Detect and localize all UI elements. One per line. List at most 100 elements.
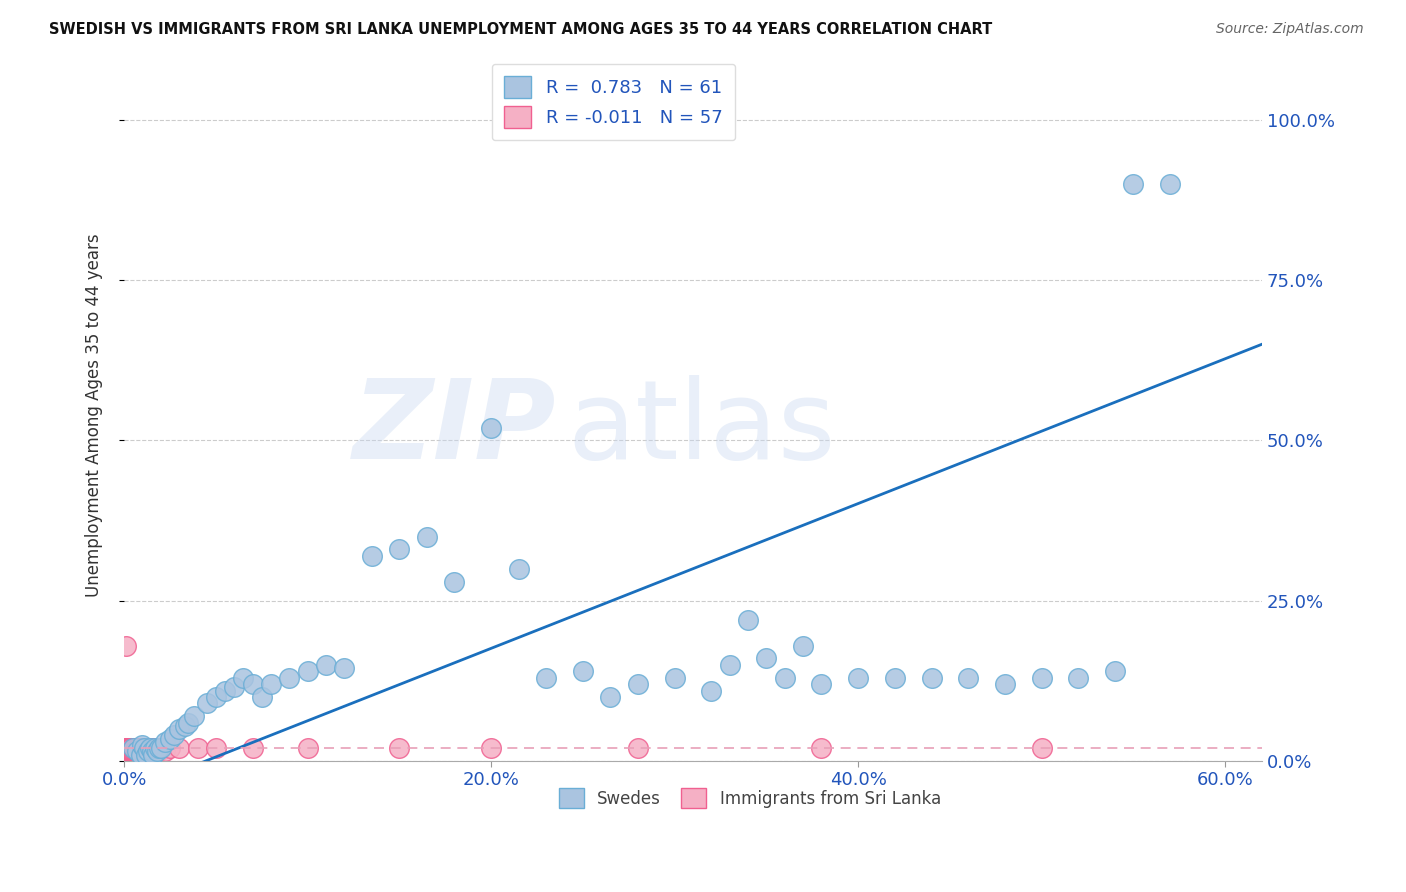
Text: SWEDISH VS IMMIGRANTS FROM SRI LANKA UNEMPLOYMENT AMONG AGES 35 TO 44 YEARS CORR: SWEDISH VS IMMIGRANTS FROM SRI LANKA UNE… xyxy=(49,22,993,37)
Point xyxy=(416,530,439,544)
Point xyxy=(117,744,139,758)
Point xyxy=(120,744,142,758)
Point xyxy=(173,719,195,733)
Point xyxy=(146,744,169,758)
Point xyxy=(159,741,181,756)
Point xyxy=(129,747,152,762)
Point xyxy=(1067,671,1090,685)
Point xyxy=(1159,177,1181,191)
Point xyxy=(121,744,143,758)
Point xyxy=(810,741,832,756)
Point xyxy=(129,744,152,758)
Point xyxy=(737,613,759,627)
Point xyxy=(242,677,264,691)
Point xyxy=(260,677,283,691)
Point xyxy=(627,677,650,691)
Point xyxy=(627,741,650,756)
Point xyxy=(121,744,143,758)
Point xyxy=(136,744,159,758)
Point xyxy=(792,639,814,653)
Point xyxy=(333,661,356,675)
Point xyxy=(139,741,162,756)
Point xyxy=(125,744,148,758)
Point xyxy=(232,671,254,685)
Point xyxy=(159,731,181,746)
Point xyxy=(143,744,166,758)
Point xyxy=(134,741,156,756)
Legend: Swedes, Immigrants from Sri Lanka: Swedes, Immigrants from Sri Lanka xyxy=(553,781,948,815)
Point xyxy=(534,671,557,685)
Point xyxy=(146,741,169,756)
Point xyxy=(135,741,157,756)
Point xyxy=(755,651,778,665)
Point xyxy=(136,744,159,758)
Point xyxy=(508,562,530,576)
Point xyxy=(131,744,153,758)
Point xyxy=(297,741,319,756)
Point xyxy=(122,741,145,756)
Point xyxy=(122,741,145,756)
Point xyxy=(132,741,155,756)
Point xyxy=(127,741,149,756)
Point xyxy=(388,741,411,756)
Point xyxy=(121,741,143,756)
Point xyxy=(1031,741,1053,756)
Point xyxy=(124,741,146,756)
Y-axis label: Unemployment Among Ages 35 to 44 years: Unemployment Among Ages 35 to 44 years xyxy=(86,233,103,597)
Point xyxy=(773,671,796,685)
Point xyxy=(388,542,411,557)
Point xyxy=(195,697,218,711)
Point xyxy=(125,744,148,758)
Point xyxy=(149,741,172,756)
Point xyxy=(148,741,170,756)
Point xyxy=(124,744,146,758)
Point xyxy=(134,744,156,758)
Point xyxy=(153,744,176,758)
Point xyxy=(122,741,145,756)
Point xyxy=(1122,177,1144,191)
Point xyxy=(122,744,145,758)
Point xyxy=(599,690,621,704)
Point xyxy=(115,744,138,758)
Point xyxy=(118,741,141,756)
Point xyxy=(297,665,319,679)
Point xyxy=(148,744,170,758)
Point xyxy=(120,744,142,758)
Point xyxy=(700,683,723,698)
Point xyxy=(141,744,163,758)
Point xyxy=(143,741,166,756)
Point xyxy=(242,741,264,756)
Point xyxy=(921,671,943,685)
Point xyxy=(205,741,228,756)
Point xyxy=(163,728,186,742)
Point xyxy=(142,741,165,756)
Point xyxy=(125,741,148,756)
Point xyxy=(128,744,150,758)
Point xyxy=(360,549,382,563)
Point xyxy=(120,741,142,756)
Point xyxy=(115,639,138,653)
Point xyxy=(125,741,148,756)
Text: ZIP: ZIP xyxy=(353,376,557,483)
Point xyxy=(994,677,1017,691)
Point xyxy=(183,709,205,723)
Point xyxy=(479,741,502,756)
Point xyxy=(278,671,301,685)
Point xyxy=(315,657,337,672)
Point xyxy=(118,744,141,758)
Point xyxy=(443,574,465,589)
Point xyxy=(115,744,138,758)
Point xyxy=(149,741,172,756)
Point xyxy=(122,744,145,758)
Point xyxy=(224,681,246,695)
Point xyxy=(846,671,869,685)
Point xyxy=(139,741,162,756)
Point xyxy=(718,657,741,672)
Text: Source: ZipAtlas.com: Source: ZipAtlas.com xyxy=(1216,22,1364,37)
Point xyxy=(186,741,208,756)
Point xyxy=(128,741,150,756)
Point xyxy=(664,671,686,685)
Point xyxy=(250,690,273,704)
Point xyxy=(117,741,139,756)
Point xyxy=(205,690,228,704)
